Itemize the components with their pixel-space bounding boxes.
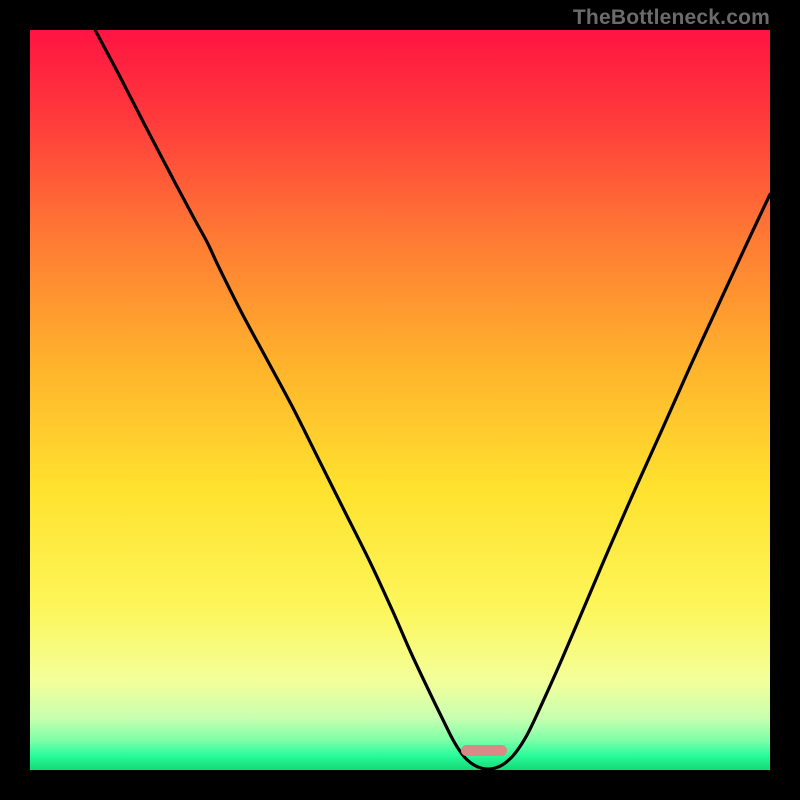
bottleneck-curve — [95, 30, 770, 769]
chart-curve-svg — [30, 30, 770, 770]
watermark-text: TheBottleneck.com — [573, 6, 770, 30]
chart-background — [30, 30, 770, 770]
bottom-marker — [461, 745, 507, 756]
